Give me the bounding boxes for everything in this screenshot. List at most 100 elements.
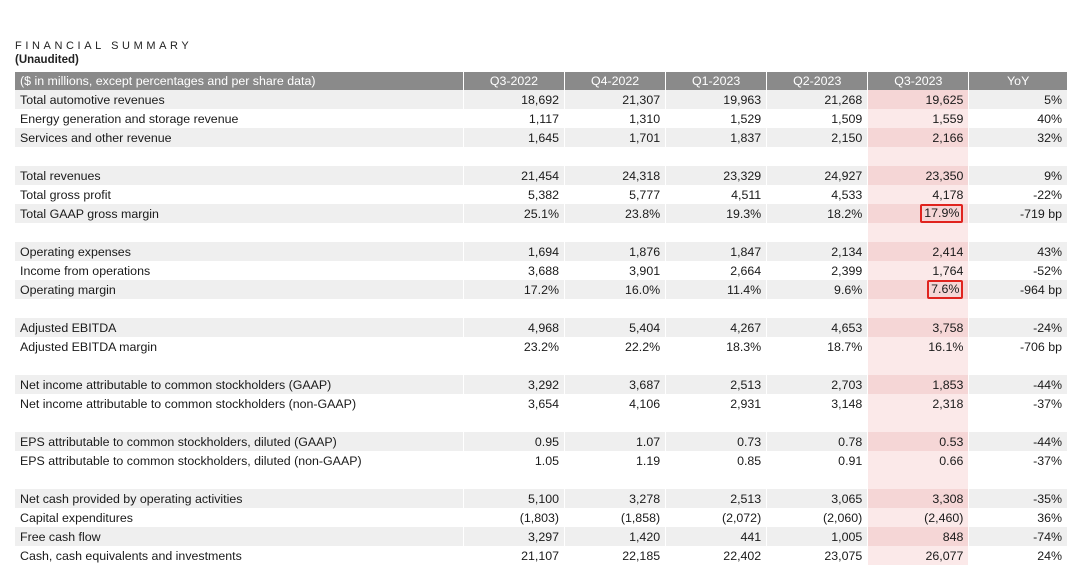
spacer-cell: [665, 299, 767, 318]
value-cell-q1-2023: 2,513: [665, 489, 767, 508]
header-q3-2023: Q3-2023: [867, 72, 969, 90]
row-label: EPS attributable to common stockholders,…: [15, 432, 464, 451]
row-label: Total automotive revenues: [15, 90, 464, 109]
value-cell-q2-2023: 1,005: [766, 527, 868, 546]
value-cell-q3-2022: (1,803): [462, 508, 565, 527]
value-cell-q3-2023: 23,350: [867, 166, 969, 185]
value-cell-q4-2022: 21,307: [564, 90, 666, 109]
value-cell-q1-2023: 0.85: [665, 451, 767, 470]
row-label: EPS attributable to common stockholders,…: [20, 453, 362, 468]
financial-summary-table: ($ in millions, except percentages and p…: [15, 72, 1067, 565]
row-label: Energy generation and storage revenue: [20, 111, 239, 126]
value-cell-q3-2022: 1,645: [462, 128, 565, 147]
spacer-cell: [15, 470, 464, 489]
table-row: EPS attributable to common stockholders,…: [15, 451, 1067, 470]
spacer-cell: [766, 413, 868, 432]
value-cell-yoy: 40%: [968, 109, 1067, 128]
value-cell-q1-2023: (2,072): [665, 508, 767, 527]
table-row: Income from operations 3,688 3,901 2,664 2,3…: [15, 261, 1067, 280]
value-cell-q1-2023: 11.4%: [665, 280, 767, 299]
header-yoy: YoY: [968, 72, 1067, 90]
value-cell-q3-2022: 1,117: [462, 109, 565, 128]
spacer-cell: [462, 223, 565, 242]
spacer-cell: [462, 147, 565, 166]
value-cell-yoy: 43%: [968, 242, 1067, 261]
value-cell-q3-2023: 0.66: [867, 451, 969, 470]
value-cell-q3-2023: 3,758: [867, 318, 969, 337]
value-cell-q4-2022: 3,687: [564, 375, 666, 394]
value-cell-yoy: -74%: [968, 527, 1067, 546]
header-q4-2022: Q4-2022: [564, 72, 666, 90]
spacer-cell: [564, 299, 666, 318]
value-cell-q4-2022: 3,901: [564, 261, 666, 280]
value-cell-yoy: 32%: [968, 128, 1067, 147]
value-cell-q1-2023: 4,511: [665, 185, 767, 204]
value-cell-q3-2022: 17.2%: [462, 280, 565, 299]
value-cell-q3-2022: 21,107: [462, 546, 565, 565]
group-spacer: [15, 413, 1067, 432]
row-label: Operating expenses: [15, 242, 464, 261]
value-cell-q3-2023: 7.6%: [867, 280, 969, 299]
spacer-cell: [564, 147, 666, 166]
row-label: Net cash provided by operating activitie…: [15, 489, 464, 508]
value-cell-q4-2022: 1,420: [564, 527, 666, 546]
value-cell-q2-2023: 0.78: [766, 432, 868, 451]
page-title: FINANCIAL SUMMARY: [15, 40, 193, 52]
value-cell-q2-2023: 18.7%: [766, 337, 868, 356]
row-label: Free cash flow: [15, 527, 464, 546]
value-cell-q2-2023: 24,927: [766, 166, 868, 185]
spacer-cell: [564, 470, 666, 489]
spacer-cell: [564, 413, 666, 432]
group-spacer: [15, 147, 1067, 166]
value-cell-q3-2023: 3,308: [867, 489, 969, 508]
value-cell-q1-2023: 23,329: [665, 166, 767, 185]
spacer-cell: [968, 147, 1067, 166]
value-cell-q3-2023: 0.53: [867, 432, 969, 451]
table-row: Net cash provided by operating activitie…: [15, 489, 1067, 508]
value-cell-q2-2023: 21,268: [766, 90, 868, 109]
spacer-cell: [462, 470, 565, 489]
value-cell-q1-2023: 441: [665, 527, 767, 546]
table-row: Total gross profit 5,382 5,777 4,511 4,533 4,…: [15, 185, 1067, 204]
value-cell-q3-2022: 18,692: [462, 90, 565, 109]
spacer-cell: [564, 223, 666, 242]
value-cell-yoy: -964 bp: [968, 280, 1067, 299]
value-cell-q2-2023: 9.6%: [766, 280, 868, 299]
table-row: Operating margin 17.2% 16.0% 11.4% 9.6% 7.6% -…: [15, 280, 1067, 299]
value-cell-yoy: 36%: [968, 508, 1067, 527]
value-cell-yoy: -37%: [968, 394, 1067, 413]
spacer-cell: [867, 147, 969, 166]
table-row: Energy generation and storage revenue 1,1…: [15, 109, 1067, 128]
value-cell-yoy: -24%: [968, 318, 1067, 337]
spacer-cell: [968, 470, 1067, 489]
header-q3-2022: Q3-2022: [462, 72, 565, 90]
value-cell-q1-2023: 2,664: [665, 261, 767, 280]
value-cell-q1-2023: 2,513: [665, 375, 767, 394]
row-label: Capital expenditures: [20, 510, 133, 525]
value-cell-yoy: -35%: [968, 489, 1067, 508]
value-cell-q4-2022: 1,876: [564, 242, 666, 261]
spacer-cell: [15, 356, 464, 375]
group-spacer: [15, 356, 1067, 375]
value-cell-yoy: -22%: [968, 185, 1067, 204]
spacer-cell: [665, 356, 767, 375]
value-cell-q2-2023: 18.2%: [766, 204, 868, 223]
header-q2-2023: Q2-2023: [766, 72, 868, 90]
spacer-cell: [665, 147, 767, 166]
value-cell-q1-2023: 4,267: [665, 318, 767, 337]
spacer-cell: [968, 223, 1067, 242]
value-cell-q3-2022: 1,694: [462, 242, 565, 261]
header-q1-2023: Q1-2023: [665, 72, 767, 90]
value-cell-q2-2023: 0.91: [766, 451, 868, 470]
value-cell-q1-2023: 19,963: [665, 90, 767, 109]
value-cell-q2-2023: 3,148: [766, 394, 868, 413]
value-cell-yoy: -37%: [968, 451, 1067, 470]
value-cell-q3-2023: 1,853: [867, 375, 969, 394]
spacer-cell: [968, 356, 1067, 375]
group-spacer: [15, 299, 1067, 318]
value-cell-q3-2023: (2,460): [867, 508, 969, 527]
table-row: Adjusted EBITDA 4,968 5,404 4,267 4,653 3,758…: [15, 318, 1067, 337]
spacer-cell: [766, 470, 868, 489]
value-cell-q2-2023: 2,703: [766, 375, 868, 394]
value-cell-yoy: 9%: [968, 166, 1067, 185]
